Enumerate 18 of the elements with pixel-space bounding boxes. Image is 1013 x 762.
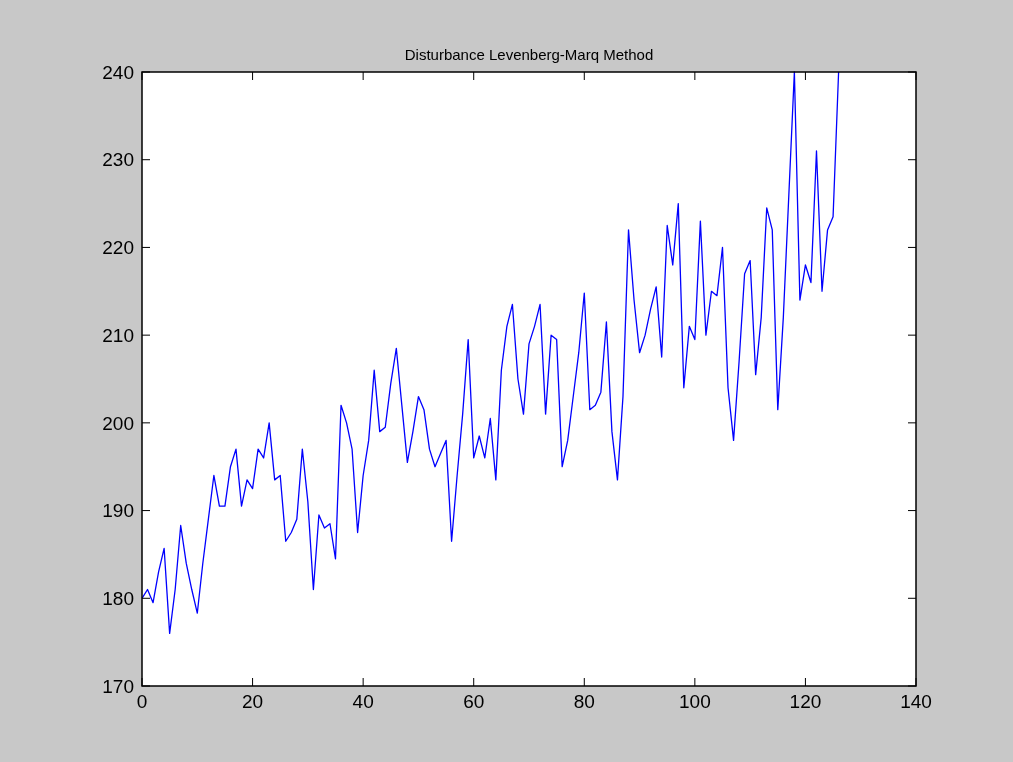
y-tick-label: 230 xyxy=(102,149,134,171)
x-tick-label: 100 xyxy=(679,691,711,712)
y-tick-label: 190 xyxy=(102,500,134,522)
x-tick-label: 80 xyxy=(573,691,595,712)
y-tick-label: 200 xyxy=(102,412,134,434)
x-tick-label: 140 xyxy=(900,691,932,712)
x-tick-label: 0 xyxy=(136,691,148,712)
y-tick-label: 240 xyxy=(102,61,134,83)
y-tick-label: 170 xyxy=(102,675,134,697)
x-tick-label: 20 xyxy=(242,691,264,712)
y-tick-label: 210 xyxy=(102,324,134,346)
line-series xyxy=(141,71,840,635)
y-tick-label: 220 xyxy=(102,237,134,259)
x-tick-label: 120 xyxy=(789,691,822,712)
x-tick-label: 40 xyxy=(352,691,374,712)
x-tick-label: 60 xyxy=(463,691,485,712)
chart-title: Disturbance Levenberg-Marq Method xyxy=(404,46,654,63)
y-tick-label: 180 xyxy=(102,587,134,609)
